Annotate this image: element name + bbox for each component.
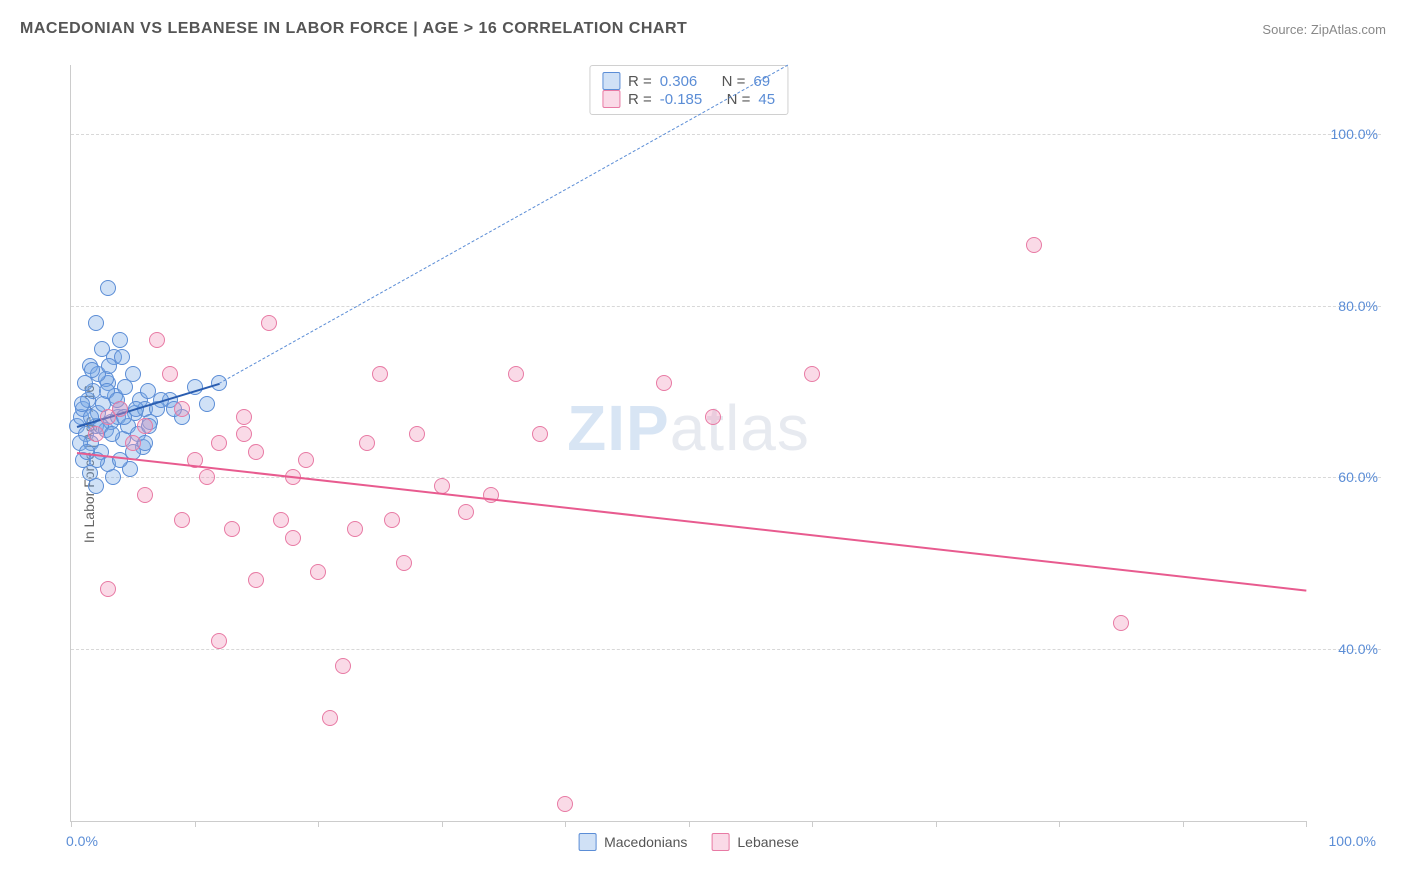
data-point-lebanese	[100, 581, 116, 597]
data-point-lebanese	[236, 426, 252, 442]
data-point-macedonians	[100, 280, 116, 296]
data-point-lebanese	[532, 426, 548, 442]
chart-title: MACEDONIAN VS LEBANESE IN LABOR FORCE | …	[20, 20, 687, 38]
x-tick	[812, 821, 813, 827]
trend-line	[77, 452, 1307, 592]
data-point-lebanese	[137, 418, 153, 434]
x-tick	[442, 821, 443, 827]
series-legend: Macedonians Lebanese	[578, 833, 799, 851]
data-point-macedonians	[114, 349, 130, 365]
data-point-lebanese	[396, 555, 412, 571]
y-tick-label: 40.0%	[1338, 641, 1378, 657]
y-tick-label: 100.0%	[1331, 126, 1378, 142]
data-point-lebanese	[174, 401, 190, 417]
data-point-lebanese	[162, 366, 178, 382]
data-point-lebanese	[557, 796, 573, 812]
data-point-lebanese	[261, 315, 277, 331]
x-axis-min-label: 0.0%	[66, 833, 98, 849]
trend-line-dashed	[219, 65, 788, 384]
data-point-lebanese	[248, 444, 264, 460]
x-tick	[1306, 821, 1307, 827]
data-point-lebanese	[285, 530, 301, 546]
data-point-lebanese	[322, 710, 338, 726]
data-point-lebanese	[211, 435, 227, 451]
x-tick	[195, 821, 196, 827]
data-point-lebanese	[335, 658, 351, 674]
x-tick	[318, 821, 319, 827]
x-tick	[71, 821, 72, 827]
data-point-macedonians	[88, 478, 104, 494]
data-point-lebanese	[149, 332, 165, 348]
data-point-lebanese	[705, 409, 721, 425]
data-point-lebanese	[88, 426, 104, 442]
legend-row-lebanese: R = -0.185 N = 45	[602, 90, 775, 108]
data-point-lebanese	[174, 512, 190, 528]
gridline	[71, 477, 1381, 478]
x-tick	[565, 821, 566, 827]
chart-container: In Labor Force | Age > 16 ZIPatlas R = 0…	[20, 55, 1386, 872]
data-point-lebanese	[273, 512, 289, 528]
data-point-lebanese	[248, 572, 264, 588]
data-point-macedonians	[88, 315, 104, 331]
gridline	[71, 306, 1381, 307]
data-point-lebanese	[1026, 237, 1042, 253]
legend-item-lebanese: Lebanese	[711, 833, 799, 851]
x-tick	[1183, 821, 1184, 827]
legend-item-macedonians: Macedonians	[578, 833, 687, 851]
x-axis-max-label: 100.0%	[1329, 833, 1376, 849]
data-point-macedonians	[84, 362, 100, 378]
data-point-lebanese	[409, 426, 425, 442]
data-point-lebanese	[310, 564, 326, 580]
data-point-lebanese	[1113, 615, 1129, 631]
data-point-lebanese	[224, 521, 240, 537]
x-tick	[689, 821, 690, 827]
data-point-macedonians	[125, 366, 141, 382]
scatter-plot: ZIPatlas R = 0.306 N = 69R = -0.185 N = …	[70, 65, 1306, 822]
data-point-macedonians	[104, 426, 120, 442]
data-point-macedonians	[112, 332, 128, 348]
data-point-lebanese	[347, 521, 363, 537]
y-tick-label: 80.0%	[1338, 298, 1378, 314]
x-tick	[936, 821, 937, 827]
data-point-lebanese	[236, 409, 252, 425]
data-point-lebanese	[458, 504, 474, 520]
data-point-lebanese	[137, 487, 153, 503]
gridline	[71, 134, 1381, 135]
data-point-lebanese	[656, 375, 672, 391]
source-credit: Source: ZipAtlas.com	[1262, 22, 1386, 37]
data-point-lebanese	[298, 452, 314, 468]
data-point-lebanese	[211, 633, 227, 649]
data-point-lebanese	[199, 469, 215, 485]
watermark: ZIPatlas	[567, 391, 810, 465]
data-point-lebanese	[359, 435, 375, 451]
gridline	[71, 649, 1381, 650]
data-point-lebanese	[508, 366, 524, 382]
correlation-legend: R = 0.306 N = 69R = -0.185 N = 45	[589, 65, 788, 115]
x-tick	[1059, 821, 1060, 827]
data-point-lebanese	[804, 366, 820, 382]
data-point-lebanese	[112, 401, 128, 417]
data-point-lebanese	[125, 435, 141, 451]
data-point-lebanese	[372, 366, 388, 382]
data-point-macedonians	[199, 396, 215, 412]
source-link[interactable]: ZipAtlas.com	[1311, 22, 1386, 37]
data-point-lebanese	[384, 512, 400, 528]
y-tick-label: 60.0%	[1338, 469, 1378, 485]
